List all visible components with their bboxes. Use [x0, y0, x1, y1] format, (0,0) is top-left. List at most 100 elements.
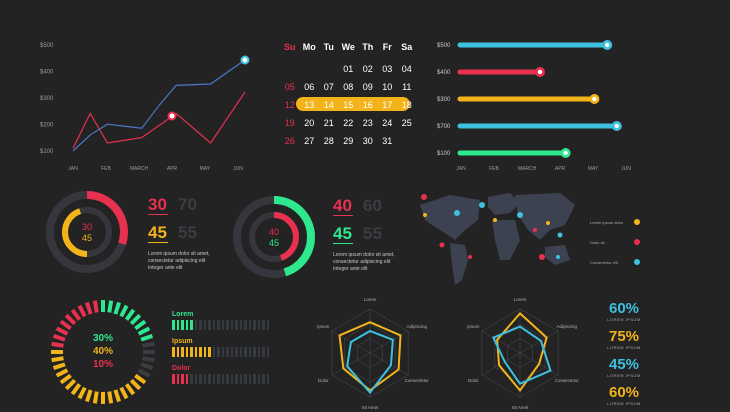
calendar-day[interactable]: 14 — [323, 99, 334, 110]
line-point-blue[interactable] — [240, 55, 250, 65]
calendar-day[interactable]: 10 — [382, 81, 393, 92]
donut1-big-a-ghost: 70 — [178, 195, 197, 214]
donut2-big-a: 40 — [333, 196, 352, 215]
percent-stat: 75% LOREM IPSUM — [607, 328, 641, 350]
x-tick-label: APR — [167, 166, 178, 172]
calendar-day[interactable]: 13 — [304, 99, 315, 110]
progress-bar-chart: $500 $400 $300 $700 $100 JAN FEB MARCH APR MAY JU… — [437, 40, 631, 172]
calendar-day[interactable]: 26 — [284, 135, 295, 146]
calendar-day[interactable]: 04 — [401, 63, 412, 74]
radar-series-teal — [346, 329, 394, 395]
gauge-segment — [77, 386, 87, 400]
donut2-value-b: 45 — [269, 238, 279, 248]
y-tick-label: $200 — [40, 123, 54, 129]
segment-bar-group: Ipsum — [172, 338, 269, 357]
calendar-weekday: Th — [362, 42, 374, 52]
calendar-day[interactable]: 08 — [343, 81, 354, 92]
calendar-day[interactable]: 05 — [284, 81, 295, 92]
calendar-day[interactable]: 19 — [284, 117, 295, 128]
x-tick-label: MARCH — [130, 166, 149, 172]
y-tick-label: $400 — [40, 70, 54, 76]
calendar-day[interactable]: 02 — [362, 63, 373, 74]
x-tick-label: JAN — [68, 166, 78, 172]
calendar-day[interactable]: 27 — [304, 135, 315, 146]
gauge-segment — [59, 373, 72, 385]
gauge-segment — [64, 378, 77, 391]
calendar-day[interactable]: 01 — [343, 63, 354, 74]
calendar-day[interactable]: 29 — [343, 135, 354, 146]
world-map — [420, 193, 575, 285]
calendar-day[interactable]: 24 — [382, 117, 393, 128]
y-tick-label: $500 — [40, 43, 54, 49]
radar-axis-label: Dolor — [468, 378, 479, 383]
calendar-day[interactable]: 17 — [382, 99, 393, 110]
radar-axis-label: Adipiscing — [557, 324, 578, 329]
calendar-day[interactable]: 15 — [343, 99, 354, 110]
donut-chart-1: 30 45 — [46, 191, 128, 273]
calendar: Su Mo Tu We Th Fr Sa 01 02 03 04 05 06 07 08 09 10 11 12 13… — [280, 42, 420, 149]
radar-axis-label: Lorem — [514, 297, 527, 302]
donut2-big-a-ghost: 60 — [363, 196, 382, 215]
gauge-segment — [64, 313, 77, 326]
calendar-day[interactable]: 20 — [304, 117, 315, 128]
gauge-segment — [119, 304, 129, 318]
gauge-segment — [124, 308, 136, 321]
radar-series-teal — [491, 325, 552, 386]
percent-stat: 45% LOREM IPSUM — [607, 356, 641, 378]
progress-bar-label: $100 — [437, 151, 451, 157]
calendar-day[interactable]: 03 — [382, 63, 393, 74]
donut1-big-b-ghost: 55 — [178, 223, 197, 242]
donut1-big-a: 30 — [148, 195, 167, 214]
calendar-day[interactable]: 22 — [343, 117, 354, 128]
donut1-value-a: 30 — [82, 222, 92, 232]
percent-stat: 60% LOREM IPSUM — [607, 384, 641, 406]
donut2-big-b: 45 — [333, 224, 352, 243]
radar-series-yellow — [338, 321, 402, 392]
calendar-day[interactable]: 21 — [323, 117, 334, 128]
donut2-stats: 40 60 45 55 Lorem ipsum dolor sit amet, c… — [333, 196, 403, 273]
radar-axis-label: Ipsum — [467, 324, 480, 329]
gauge-segment — [134, 373, 147, 385]
line-point-red[interactable] — [167, 111, 177, 121]
x-tick-label: MAY — [200, 166, 211, 172]
gauge-segment — [52, 334, 66, 342]
calendar-day[interactable]: 07 — [323, 81, 334, 92]
gauge-value-red: 10% — [93, 359, 113, 370]
radar-axis-label: Sit Amet — [512, 405, 530, 410]
donut1-description: Lorem ipsum dolor sit amet, consectetur a… — [148, 251, 210, 271]
calendar-day[interactable]: 09 — [362, 81, 373, 92]
segment-bar-label: Dolor — [172, 365, 191, 372]
calendar-day[interactable]: 28 — [323, 135, 334, 146]
segment-bar-label: Ipsum — [172, 338, 193, 345]
gauge-value-yellow: 40% — [93, 346, 113, 357]
calendar-day[interactable]: 30 — [362, 135, 373, 146]
x-tick-label: APR — [555, 166, 566, 172]
calendar-day[interactable]: 06 — [304, 81, 315, 92]
calendar-day[interactable]: 31 — [382, 135, 393, 146]
gauge-segment — [137, 326, 151, 336]
gauge-segment — [113, 301, 121, 315]
radar-chart-1: Lorem Adipiscing Consectetur Sit Amet Dolor I… — [317, 297, 429, 410]
gauge-segment — [142, 356, 155, 363]
donut1-big-b: 45 — [148, 223, 167, 242]
percent-stat: 60% LOREM IPSUM — [607, 300, 641, 322]
gauge-segment — [55, 326, 69, 336]
donut1-stats: 30 70 45 55 Lorem ipsum dolor sit amet, c… — [148, 195, 218, 272]
calendar-day[interactable]: 18 — [401, 99, 412, 110]
donut-chart-2: 40 45 — [233, 196, 315, 278]
gauge-segment — [129, 378, 142, 391]
x-tick-label: FEB — [101, 166, 111, 172]
gauge-segment — [85, 389, 93, 403]
gauge-segment — [140, 362, 154, 370]
gauge-segment — [134, 319, 147, 331]
calendar-day[interactable]: 16 — [362, 99, 373, 110]
gauge-segment — [129, 313, 142, 326]
gauge-segment — [70, 308, 82, 321]
calendar-day[interactable]: 23 — [362, 117, 373, 128]
calendar-day[interactable]: 11 — [402, 81, 412, 92]
calendar-day[interactable]: 25 — [401, 117, 412, 128]
segmented-gauge: 30% 40% 10% — [51, 300, 155, 404]
donut1-value-b: 45 — [82, 233, 92, 243]
donut2-big-b-ghost: 55 — [363, 224, 382, 243]
calendar-day[interactable]: 12 — [284, 99, 295, 110]
